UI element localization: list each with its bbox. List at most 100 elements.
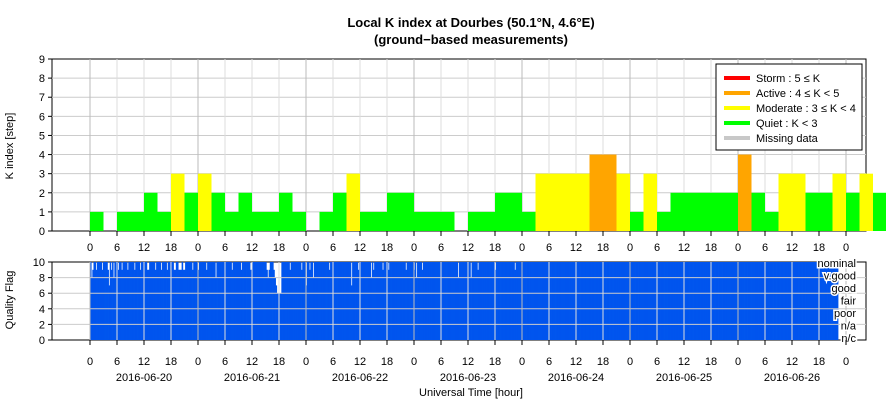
quality-bar [814,262,817,340]
quality-bar [158,262,160,340]
quality-bar [742,262,745,340]
quality-bar [711,262,714,340]
quality-bar [349,262,352,340]
quality-bar [129,262,131,340]
quality-bar [391,262,394,340]
quality-bar [520,262,522,340]
quality-bar [704,262,707,340]
quality-bar [529,262,532,340]
quality-bar [516,262,519,340]
quality-x-tick-label: 12 [570,356,582,368]
quality-bar [456,262,459,340]
quality-bar [139,269,142,340]
quality-bar [417,262,419,340]
quality-bar [173,269,176,340]
quality-bar [507,262,510,340]
quality-x-tick-label: 6 [654,356,660,368]
legend: Storm : 5 ≤ K Active : 4 ≤ K < 5 Moderate … [715,63,863,151]
k-index-x-tick-label: 6 [222,242,228,254]
quality-bar [299,262,302,340]
quality-bar [800,262,803,340]
quality-bar [120,262,122,340]
k-index-bar [157,211,171,231]
quality-bar [222,262,224,340]
k-index-bar [117,211,131,231]
quality-bar [110,269,113,340]
quality-bar [280,293,282,340]
quality-bar [749,262,752,340]
quality-bar [371,262,374,340]
quality-level-label: poor [834,308,856,320]
k-index-bar [387,192,401,231]
k-index-bar [549,173,563,231]
quality-bar [504,262,506,340]
quality-bar [164,262,166,340]
quality-bar [559,262,562,340]
quality-bar [754,262,757,340]
quality-bar [695,262,697,340]
date-label: 2016-06-25 [656,372,712,384]
quality-bar [577,262,579,340]
k-index-x-tick-label: 18 [705,242,717,254]
k-index-x-tick-label: 12 [138,242,150,254]
quality-bar [666,262,668,340]
quality-bar [308,262,310,340]
quality-bar [335,262,338,340]
quality-y-tick-label: 2 [39,319,45,331]
quality-bar [651,262,653,340]
quality-bar [773,262,775,340]
quality-bar [377,262,380,340]
quality-bar [702,262,704,340]
quality-bar [199,262,201,340]
quality-bar [626,262,629,340]
quality-bar [226,262,229,340]
quality-bar [368,262,370,340]
quality-bar [542,262,544,340]
quality-bar [401,262,404,340]
k-index-bar [481,211,495,231]
quality-bar [146,269,149,340]
quality-bar [127,269,129,340]
quality-bar [803,262,805,340]
date-label: 2016-06-24 [548,372,604,384]
k-index-bar [319,211,333,231]
quality-bar [205,269,208,340]
quality-bar [157,262,159,340]
quality-bar [182,269,185,340]
quality-bar [420,262,423,340]
quality-bar [551,262,554,340]
quality-x-tick-label: 6 [762,356,768,368]
quality-bar [228,262,230,340]
quality-bar [154,269,157,340]
quality-bar [183,269,186,340]
quality-bar [92,269,94,340]
quality-bar [571,262,573,340]
k-index-y-ticks: 0 1 2 3 4 5 6 7 8 9 [39,54,52,238]
k-index-x-tick-label: 12 [246,242,258,254]
quality-bar [118,262,121,340]
quality-bar [259,262,261,340]
quality-bar [287,262,289,340]
quality-bar [258,262,260,340]
quality-bar [647,262,650,340]
quality-bar [174,269,177,340]
quality-bar [160,269,163,340]
quality-y-tick-label: 6 [39,288,45,300]
quality-bar [394,262,397,340]
quality-bar [697,262,700,340]
k-index-x-tick-label: 12 [786,242,798,254]
quality-bar [804,262,806,340]
quality-bar [302,262,304,340]
quality-bar [570,262,572,340]
quality-bar [790,262,793,340]
quality-bar [615,262,617,340]
quality-bar [536,262,539,340]
quality-bar [338,262,340,340]
quality-bar [239,262,242,340]
quality-bar [514,269,517,340]
quality-bar [360,262,362,340]
quality-bar [273,269,275,340]
quality-bar [775,262,777,340]
quality-bar [578,262,580,340]
